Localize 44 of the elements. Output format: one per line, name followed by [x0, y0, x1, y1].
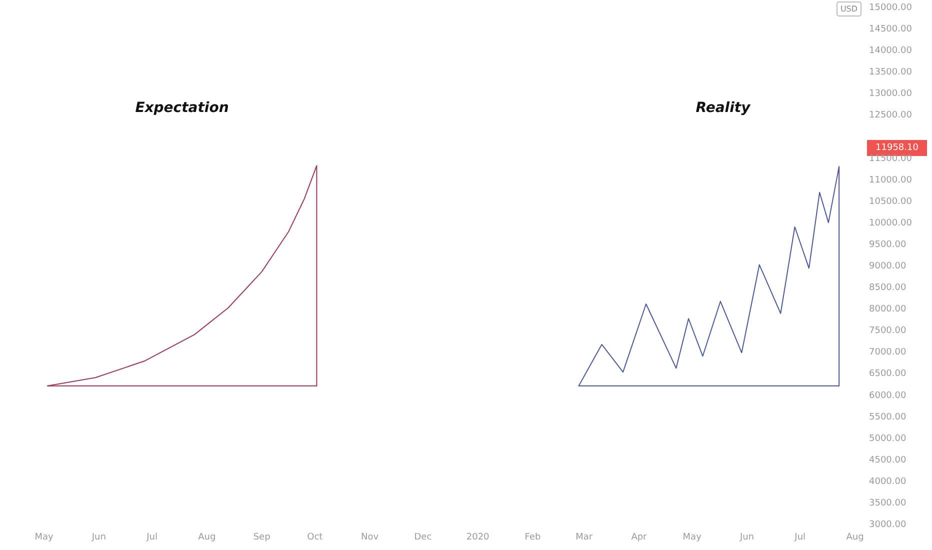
y-tick-label: 3500.00 — [869, 498, 906, 508]
x-tick-label: Jul — [794, 532, 806, 542]
y-tick-label: 8500.00 — [869, 283, 906, 294]
annotation: USD — [840, 4, 858, 14]
x-tick-label: Jun — [738, 532, 754, 542]
y-tick-label: 3000.00 — [869, 520, 906, 530]
annotation: Reality — [696, 100, 752, 116]
y-tick-label: 14000.00 — [869, 46, 912, 56]
x-tick-label: 2020 — [466, 532, 490, 542]
y-tick-label: 9000.00 — [869, 262, 906, 272]
y-tick-label: 5500.00 — [869, 412, 906, 422]
x-tick-label: Apr — [631, 532, 648, 542]
y-tick-label: 14500.00 — [869, 24, 912, 35]
y-tick-label: 10500.00 — [869, 196, 912, 207]
x-tick-label: Aug — [846, 532, 864, 542]
x-tick-label: Nov — [361, 532, 380, 542]
x-tick-label: May — [34, 532, 54, 542]
y-tick-label: 7500.00 — [869, 326, 906, 336]
y-tick-label: 10000.00 — [869, 218, 912, 228]
annotation: Expectation — [135, 100, 229, 116]
y-tick-label: 15000.00 — [869, 3, 912, 13]
y-tick-label: 6000.00 — [869, 390, 906, 401]
y-tick-label: 11500.00 — [869, 154, 912, 164]
y-tick-label: 4500.00 — [869, 455, 906, 466]
x-tick-label: Feb — [524, 532, 541, 542]
y-tick-label: 9500.00 — [869, 240, 906, 250]
x-tick-label: Sep — [253, 532, 271, 542]
y-tick-label: 7000.00 — [869, 348, 906, 358]
x-tick-label: Dec — [414, 532, 432, 542]
x-tick-label: Aug — [198, 532, 216, 542]
x-tick-label: Mar — [576, 532, 593, 542]
x-tick-label: Jul — [146, 532, 158, 542]
y-tick-label: 13000.00 — [869, 89, 912, 100]
x-tick-label: May — [682, 532, 702, 542]
x-tick-label: Oct — [307, 532, 324, 542]
y-tick-label: 4000.00 — [869, 476, 906, 487]
text: 11958.10 — [876, 143, 919, 153]
y-tick-label: 8000.00 — [869, 304, 906, 315]
y-tick-label: 12500.00 — [869, 110, 912, 121]
y-tick-label: 5000.00 — [869, 434, 906, 444]
y-tick-label: 13500.00 — [869, 68, 912, 78]
x-tick-label: Jun — [90, 532, 106, 542]
y-tick-label: 11000.00 — [869, 175, 912, 186]
y-tick-label: 6500.00 — [869, 369, 906, 380]
